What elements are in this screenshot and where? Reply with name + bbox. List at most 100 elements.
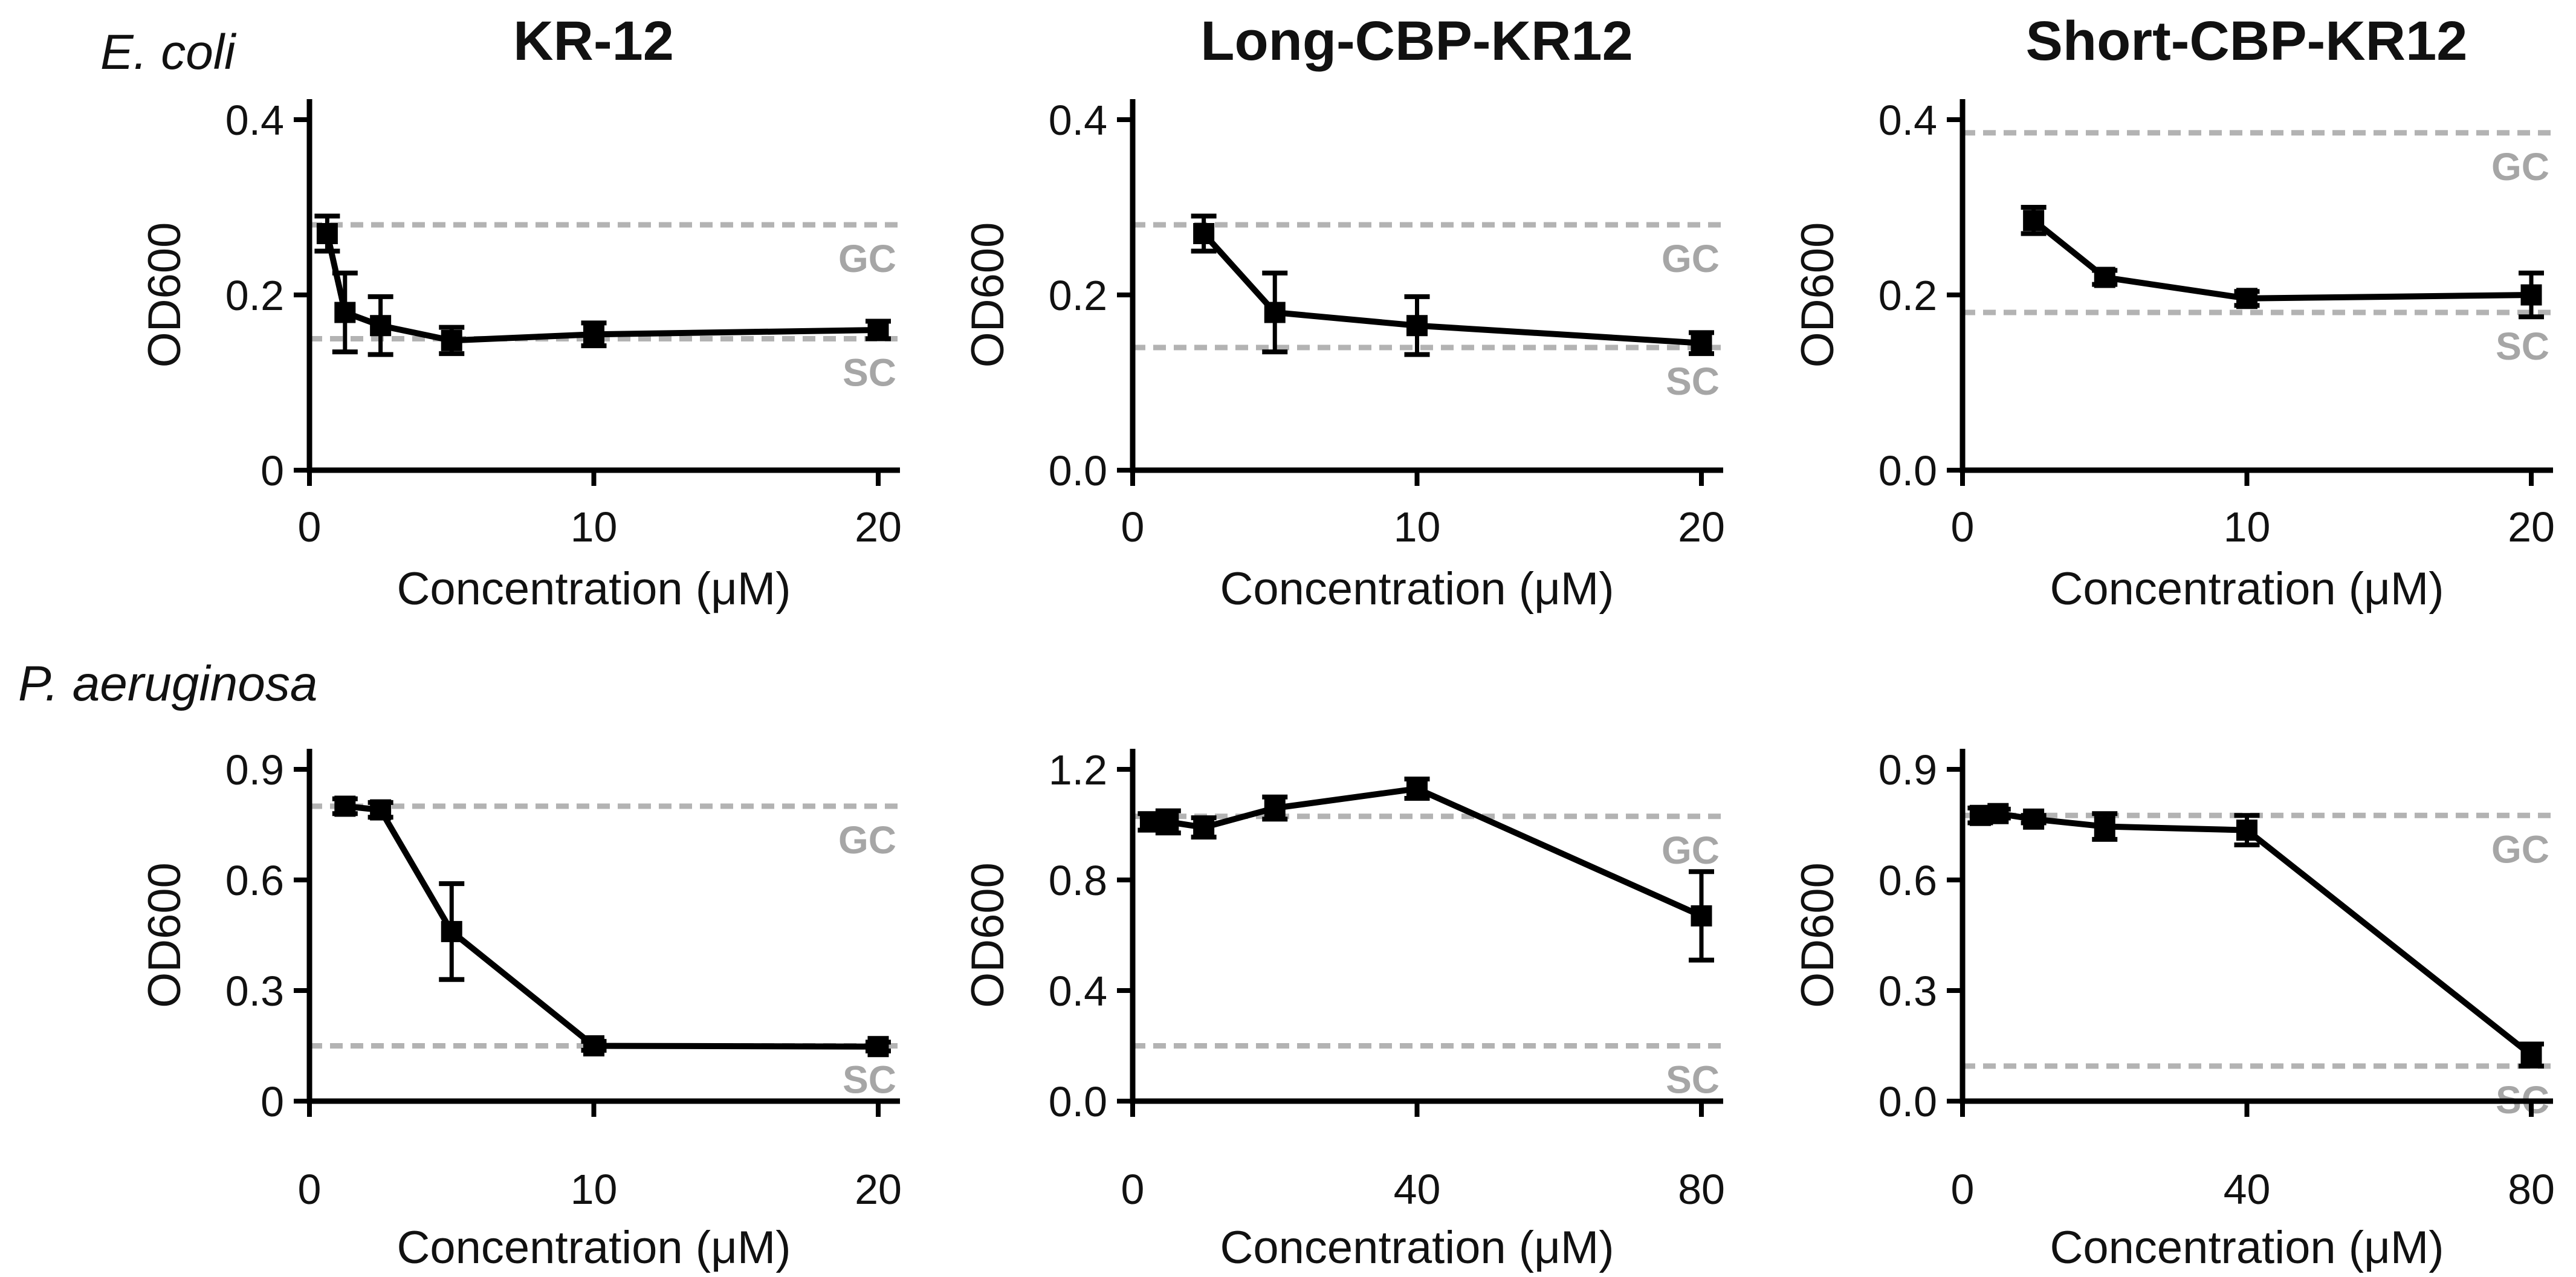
y-tick-label: 0.4 bbox=[1879, 97, 1937, 144]
x-tick-label: 0 bbox=[1121, 1166, 1145, 1213]
data-line bbox=[345, 803, 879, 1050]
row-label-p-aeruginosa: P. aeruginosa bbox=[18, 656, 318, 711]
data-point bbox=[1691, 905, 1712, 926]
gc-label: GC bbox=[2491, 145, 2549, 189]
x-tick-label: 0 bbox=[298, 1166, 322, 1213]
y-tick-label: 0 bbox=[261, 447, 284, 494]
data-point bbox=[370, 799, 392, 821]
chart-ecoli-long-cbp-kr12: GC SC 0 10 20 0.0 0.2 0.4 Concentration (μM) OD60… bbox=[962, 97, 1725, 615]
x-tick-label: 40 bbox=[1394, 1166, 1441, 1213]
x-tick-label: 20 bbox=[1678, 503, 1725, 551]
data-point bbox=[441, 329, 462, 351]
y-tick-label: 0.0 bbox=[1049, 447, 1107, 494]
data-point bbox=[1264, 302, 1286, 323]
data-line bbox=[324, 233, 879, 344]
chart-paeruginosa-kr-12: GC SC 0 10 20 0 0.3 0.6 0.9 Concentration (μM) OD6… bbox=[139, 746, 902, 1273]
data-point bbox=[2023, 210, 2045, 231]
sc-label: SC bbox=[2496, 325, 2549, 368]
data-point bbox=[1406, 315, 1428, 337]
sc-label: SC bbox=[1666, 1058, 1720, 1102]
gc-label: GC bbox=[1662, 829, 1720, 872]
x-tick-label: 0 bbox=[1951, 1166, 1975, 1213]
chart-ecoli-short-cbp-kr12: GC SC 0 10 20 0.0 0.2 0.4 Concentration (μM) OD60… bbox=[1792, 97, 2555, 615]
x-axis-title: Concentration (μM) bbox=[2050, 1222, 2444, 1273]
axes bbox=[1960, 99, 2553, 473]
data-line bbox=[1201, 231, 1702, 346]
y-tick-label: 0.4 bbox=[225, 97, 284, 144]
data-point bbox=[1691, 332, 1712, 354]
x-axis-title: Concentration (μM) bbox=[1220, 563, 1614, 615]
y-tick-label: 0.3 bbox=[1879, 968, 1937, 1015]
data-point bbox=[441, 920, 462, 942]
y-axis-title: OD600 bbox=[962, 862, 1014, 1008]
data-point bbox=[370, 315, 392, 337]
y-tick-label: 0.4 bbox=[1049, 968, 1107, 1015]
data-point bbox=[316, 223, 338, 244]
y-axis-title: OD600 bbox=[139, 862, 190, 1008]
y-tick-label: 0.0 bbox=[1049, 1078, 1107, 1125]
data-point bbox=[334, 795, 356, 817]
y-tick-label: 0.8 bbox=[1049, 857, 1107, 904]
axes bbox=[1960, 749, 2553, 1104]
y-axis-title: OD600 bbox=[962, 222, 1014, 368]
y-tick-label: 1.2 bbox=[1049, 746, 1107, 794]
sc-label: SC bbox=[843, 1058, 896, 1102]
x-tick-label: 80 bbox=[1678, 1166, 1725, 1213]
data-point bbox=[1406, 778, 1428, 800]
axes bbox=[1130, 99, 1723, 473]
data-point bbox=[334, 302, 356, 323]
data-point bbox=[1157, 811, 1179, 833]
y-tick-label: 0.0 bbox=[1879, 447, 1937, 494]
x-tick-label: 0 bbox=[1951, 503, 1975, 551]
y-tick-label: 0.2 bbox=[225, 272, 284, 319]
data-point bbox=[1987, 803, 2009, 824]
gc-label: GC bbox=[1662, 237, 1720, 280]
x-tick-label: 10 bbox=[571, 1166, 618, 1213]
x-tick-label: 40 bbox=[2224, 1166, 2271, 1213]
y-axis-title: OD600 bbox=[1792, 862, 1843, 1008]
data-point bbox=[2023, 808, 2045, 830]
data-line bbox=[1150, 785, 1703, 919]
chart-ecoli-kr-12: GC SC 0 10 20 0 0.2 0.4 Concentration (μM) OD600 bbox=[139, 97, 902, 615]
data-point bbox=[2236, 288, 2257, 309]
x-tick-label: 0 bbox=[298, 503, 322, 551]
data-point bbox=[1193, 223, 1215, 244]
x-tick-label: 10 bbox=[1394, 503, 1441, 551]
data-point bbox=[2236, 820, 2257, 841]
row-label-e-coli: E. coli bbox=[100, 25, 236, 80]
sc-label: SC bbox=[1666, 360, 1720, 403]
data-point bbox=[2094, 816, 2115, 838]
y-tick-label: 0.6 bbox=[1879, 857, 1937, 904]
x-tick-label: 80 bbox=[2508, 1166, 2555, 1213]
x-tick-label: 20 bbox=[2508, 503, 2555, 551]
y-tick-label: 0.3 bbox=[225, 968, 284, 1015]
column-title-kr12: KR-12 bbox=[513, 10, 674, 72]
y-tick-label: 0.2 bbox=[1879, 272, 1937, 319]
data-point bbox=[1193, 816, 1215, 838]
data-point bbox=[1139, 811, 1161, 833]
data-point bbox=[1264, 797, 1286, 819]
chart-paeruginosa-long-cbp-kr12: GC SC 0 40 80 0.0 0.4 0.8 1.2 Concentration (μM) O… bbox=[962, 746, 1725, 1273]
column-title-short-cbp-kr12: Short-CBP-KR12 bbox=[2025, 10, 2468, 72]
y-tick-label: 0.0 bbox=[1879, 1078, 1937, 1125]
gc-label: GC bbox=[838, 818, 896, 862]
y-tick-label: 0.4 bbox=[1049, 97, 1107, 144]
y-axis-title: OD600 bbox=[1792, 222, 1843, 368]
x-axis-title: Concentration (μM) bbox=[1220, 1222, 1614, 1273]
column-title-long-cbp-kr12: Long-CBP-KR12 bbox=[1200, 10, 1633, 72]
data-point bbox=[2520, 1044, 2542, 1066]
data-point bbox=[583, 1035, 604, 1056]
data-point bbox=[867, 319, 889, 341]
data-point bbox=[1969, 804, 1991, 826]
data-point bbox=[2520, 284, 2542, 306]
data-point bbox=[867, 1036, 889, 1058]
data-line bbox=[1979, 810, 2534, 1058]
x-tick-label: 10 bbox=[571, 503, 618, 551]
x-tick-label: 20 bbox=[855, 503, 902, 551]
gc-label: GC bbox=[838, 237, 896, 280]
y-axis-title: OD600 bbox=[139, 222, 190, 368]
y-tick-label: 0.9 bbox=[225, 746, 284, 794]
